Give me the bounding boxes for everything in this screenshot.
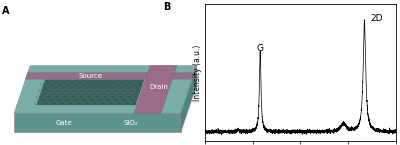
Text: Gate: Gate [56, 120, 72, 126]
Text: Drain: Drain [150, 84, 169, 90]
Text: G: G [257, 44, 264, 53]
Text: Source: Source [78, 73, 102, 79]
Polygon shape [14, 113, 181, 133]
Text: Si: Si [7, 123, 14, 129]
Polygon shape [181, 66, 197, 133]
Y-axis label: Intensity (a.u.): Intensity (a.u.) [193, 44, 202, 101]
Text: A: A [2, 6, 10, 16]
Text: 2D: 2D [370, 14, 383, 23]
Text: SiO₂: SiO₂ [123, 120, 138, 126]
Polygon shape [14, 66, 197, 113]
Polygon shape [134, 66, 177, 113]
Polygon shape [37, 80, 144, 105]
Polygon shape [26, 73, 194, 79]
Text: B: B [163, 2, 170, 12]
